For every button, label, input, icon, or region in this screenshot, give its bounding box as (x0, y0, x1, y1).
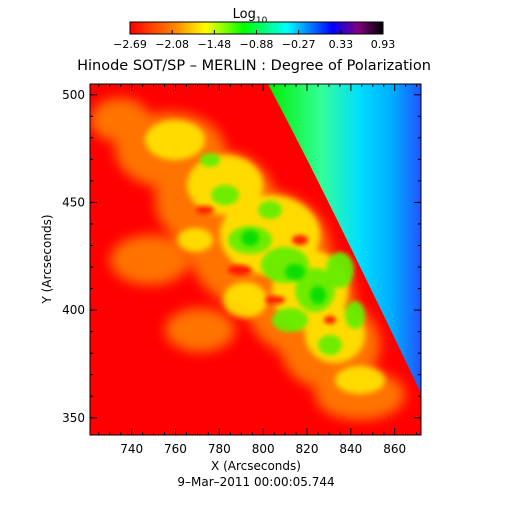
x-tick-label: 780 (208, 442, 231, 456)
colorbar-tick-label: 0.93 (371, 38, 396, 51)
figure-title: Hinode SOT/SP – MERLIN : Degree of Polar… (77, 58, 431, 74)
y-tick-label: 450 (62, 195, 85, 209)
x-axis-label: X (Arcseconds) (211, 459, 301, 473)
colorbar-label: Log10 (233, 7, 268, 26)
colorbar-ticks: −2.69 −2.08 −1.48 −0.88 −0.27 0.33 0.93 (113, 30, 395, 51)
colorbar-tick-label: 0.33 (329, 38, 354, 51)
x-tick-label: 740 (120, 442, 143, 456)
y-tick-label: 350 (62, 411, 85, 425)
colorbar-tick-label: −0.88 (240, 38, 274, 51)
x-tick-label: 860 (383, 442, 406, 456)
colorbar-tick-label: −0.27 (282, 38, 316, 51)
x-tick-label: 760 (164, 442, 187, 456)
plot-frame (89, 83, 422, 436)
y-tick-label: 400 (62, 303, 85, 317)
x-tick-label: 800 (252, 442, 275, 456)
y-tick-label: 500 (62, 88, 85, 102)
y-axis-label: Y (Arcseconds) (40, 214, 54, 304)
colorbar: Log10 −2.69 −2.08 −1.48 −0.88 −0.27 0.33 0.93 (113, 7, 395, 51)
colorbar-tick-label: −1.48 (197, 38, 231, 51)
x-axis: 740 760 780 800 820 840 860 (98, 84, 418, 456)
observation-timestamp: 9–Mar–2011 00:00:05.744 (177, 475, 334, 489)
y-axis: 350 400 450 500 (62, 88, 421, 425)
colorbar-tick-label: −2.08 (155, 38, 189, 51)
x-tick-label: 820 (296, 442, 319, 456)
polarization-image (90, 84, 421, 435)
colorbar-tick-label: −2.69 (113, 38, 147, 51)
x-tick-label: 840 (339, 442, 362, 456)
